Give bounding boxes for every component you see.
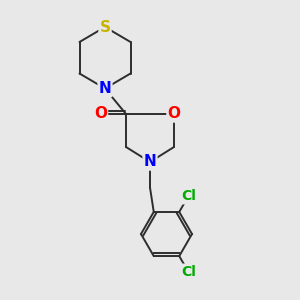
Text: N: N [99, 81, 111, 96]
Text: N: N [144, 154, 156, 169]
Text: Cl: Cl [181, 265, 196, 279]
Text: Cl: Cl [181, 189, 196, 203]
Text: O: O [94, 106, 107, 122]
Text: S: S [100, 20, 110, 34]
Text: O: O [167, 106, 181, 122]
